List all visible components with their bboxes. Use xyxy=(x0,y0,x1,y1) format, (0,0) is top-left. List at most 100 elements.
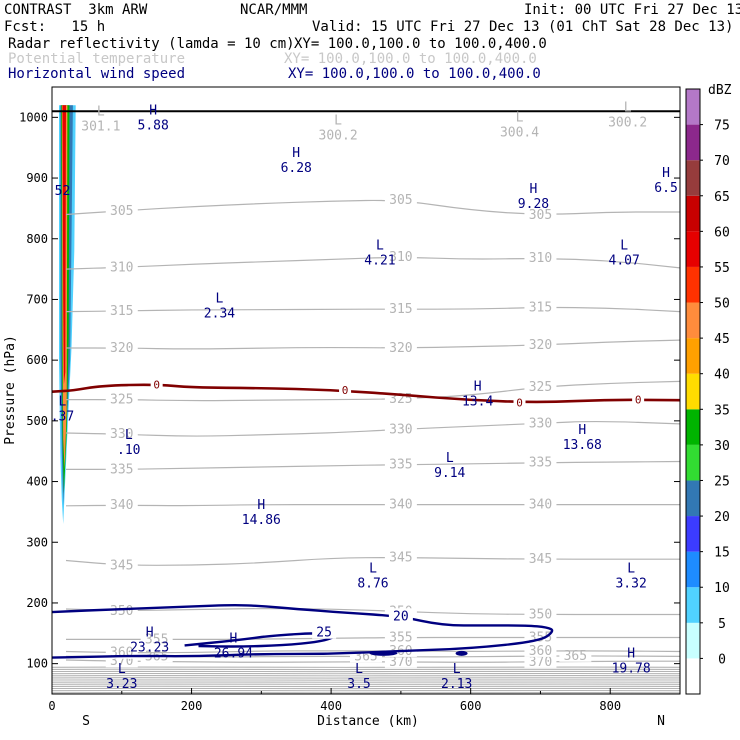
field-wind-name: Horizontal wind speed xyxy=(8,66,186,82)
field-reflectivity-xy: XY= 100.0,100.0 to 100.0,400.0 xyxy=(294,36,547,52)
x-tick-label: 800 xyxy=(599,699,621,713)
theta-contour-330 xyxy=(65,420,680,437)
colorbar-unit: dBZ xyxy=(708,83,732,98)
org-label: NCAR/MMM xyxy=(240,2,308,18)
extremum-value: 2.34 xyxy=(204,306,235,321)
theta-label-bg xyxy=(384,421,417,436)
extremum-marker: L xyxy=(59,395,67,410)
extremum-marker: L xyxy=(118,662,126,677)
extremum-marker: L xyxy=(453,662,461,677)
theta-contour-315 xyxy=(65,306,680,313)
y-tick-label: 700 xyxy=(26,292,48,306)
extremum-value: 300.2 xyxy=(608,115,647,130)
extremum-marker: H xyxy=(292,146,300,161)
colorbar-tick-label: 70 xyxy=(714,154,730,169)
extremum-value: 3.23 xyxy=(106,677,137,692)
extremum-value: 300.2 xyxy=(319,129,358,144)
theta-contour-label: 305 xyxy=(389,193,412,208)
extremum-value: 9.28 xyxy=(518,197,549,212)
theta-label-bg xyxy=(105,497,138,512)
extremum-marker: L xyxy=(97,105,105,120)
colorbar-tick-label: 30 xyxy=(714,439,730,454)
wind-contour-label: 20 xyxy=(393,609,409,624)
theta-contour-label: 305 xyxy=(110,204,133,219)
extremum-value: .37 xyxy=(51,410,74,425)
colorbar-swatch xyxy=(686,622,700,659)
theta-label-bg xyxy=(384,248,417,263)
wind-label-bg xyxy=(312,624,337,639)
extrema-labels: L3.23L3.5L2.13H19.78H23.23H26.94L8.76L3.… xyxy=(51,100,678,691)
wind-core-blob xyxy=(455,650,468,656)
extremum-marker: L xyxy=(446,451,454,466)
colorbar-swatch xyxy=(686,89,700,125)
theta-label-bg xyxy=(384,629,417,644)
theta-label-bg xyxy=(105,557,138,572)
init-time: Init: 00 UTC Fri 27 Dec 13 xyxy=(524,2,740,18)
freezing-label-bg xyxy=(339,383,352,396)
freezing-label-bg xyxy=(150,378,163,391)
extremum-value: 3.5 xyxy=(347,677,370,692)
colorbar-tick-label: 25 xyxy=(714,474,730,489)
theta-contour-label: 340 xyxy=(389,498,412,513)
y-tick-label: 300 xyxy=(26,535,48,549)
theta-contour-label: 330 xyxy=(529,416,552,431)
theta-contour-label: 325 xyxy=(110,393,133,408)
extremum-value: 301.1 xyxy=(81,120,120,135)
extremum-marker: L xyxy=(627,562,635,577)
y-tick-label: 800 xyxy=(26,232,48,246)
theta-contour-label: 305 xyxy=(529,208,552,223)
theta-label-bg xyxy=(524,207,557,222)
extremum-value: 14.86 xyxy=(242,513,281,528)
extremum-marker: H xyxy=(149,103,157,118)
colorbar-swatch xyxy=(686,302,700,339)
theta-contour-label: 330 xyxy=(110,427,133,442)
theta-contour-label: 310 xyxy=(389,250,412,265)
theta-label-bg xyxy=(524,606,557,621)
x-tick-label: 0 xyxy=(48,699,55,713)
theta-label-bg xyxy=(105,426,138,441)
extremum-marker: L xyxy=(624,100,632,115)
plot-frame xyxy=(51,86,681,695)
theta-contour-label: 335 xyxy=(110,462,133,477)
freezing-contour-label: 0 xyxy=(342,384,349,397)
colorbar-frame xyxy=(685,88,701,695)
theta-label-bg xyxy=(105,391,138,406)
theta-contour-335 xyxy=(66,460,680,470)
x-tick-label: 400 xyxy=(320,699,342,713)
extremum-marker: L xyxy=(216,291,224,306)
colorbar-tick-label: 75 xyxy=(714,119,730,134)
colorbar-swatch xyxy=(686,551,700,588)
theta-contour-label: 310 xyxy=(529,251,552,266)
theta-label-bg xyxy=(384,340,417,355)
theta-label-bg xyxy=(524,454,557,469)
extremum-marker: H xyxy=(146,625,154,640)
colorbar-swatch xyxy=(686,373,700,410)
colorbar-swatch xyxy=(686,266,700,303)
theta-contour-label: 350 xyxy=(529,607,552,622)
theta-contour-label: 355 xyxy=(145,632,168,647)
theta-contour-340 xyxy=(65,503,680,507)
extremum-marker: H xyxy=(530,182,538,197)
colorbar-swatch xyxy=(686,124,700,161)
x-tick-label: 600 xyxy=(460,699,482,713)
extremum-marker: H xyxy=(578,423,586,438)
y-axis-label: Pressure (hPa) xyxy=(3,335,18,445)
extremum-marker: H xyxy=(257,498,265,513)
field-theta-xy: XY= 100.0,100.0 to 100.0,400.0 xyxy=(284,51,537,67)
theta-contour-label: 350 xyxy=(110,604,133,619)
wind-core-blob xyxy=(369,650,398,656)
colorbar-tick-label: 65 xyxy=(714,190,730,205)
theta-contour-label: 335 xyxy=(529,456,552,471)
extremum-marker: L xyxy=(376,239,384,254)
freezing-label-bg xyxy=(632,393,645,406)
colorbar-tick-label: 15 xyxy=(714,546,730,561)
theta-contour-label: 360 xyxy=(529,644,552,659)
theta-label-bg xyxy=(524,378,557,393)
colorbar-swatch xyxy=(686,409,700,445)
extremum-value: 26.94 xyxy=(214,646,253,661)
theta-contour-label: 315 xyxy=(529,300,552,315)
theta-label-bg xyxy=(524,642,557,657)
extremum-value: 6.28 xyxy=(281,161,312,176)
theta-contour-label: 310 xyxy=(110,260,133,275)
theta-label-bg xyxy=(524,551,557,566)
